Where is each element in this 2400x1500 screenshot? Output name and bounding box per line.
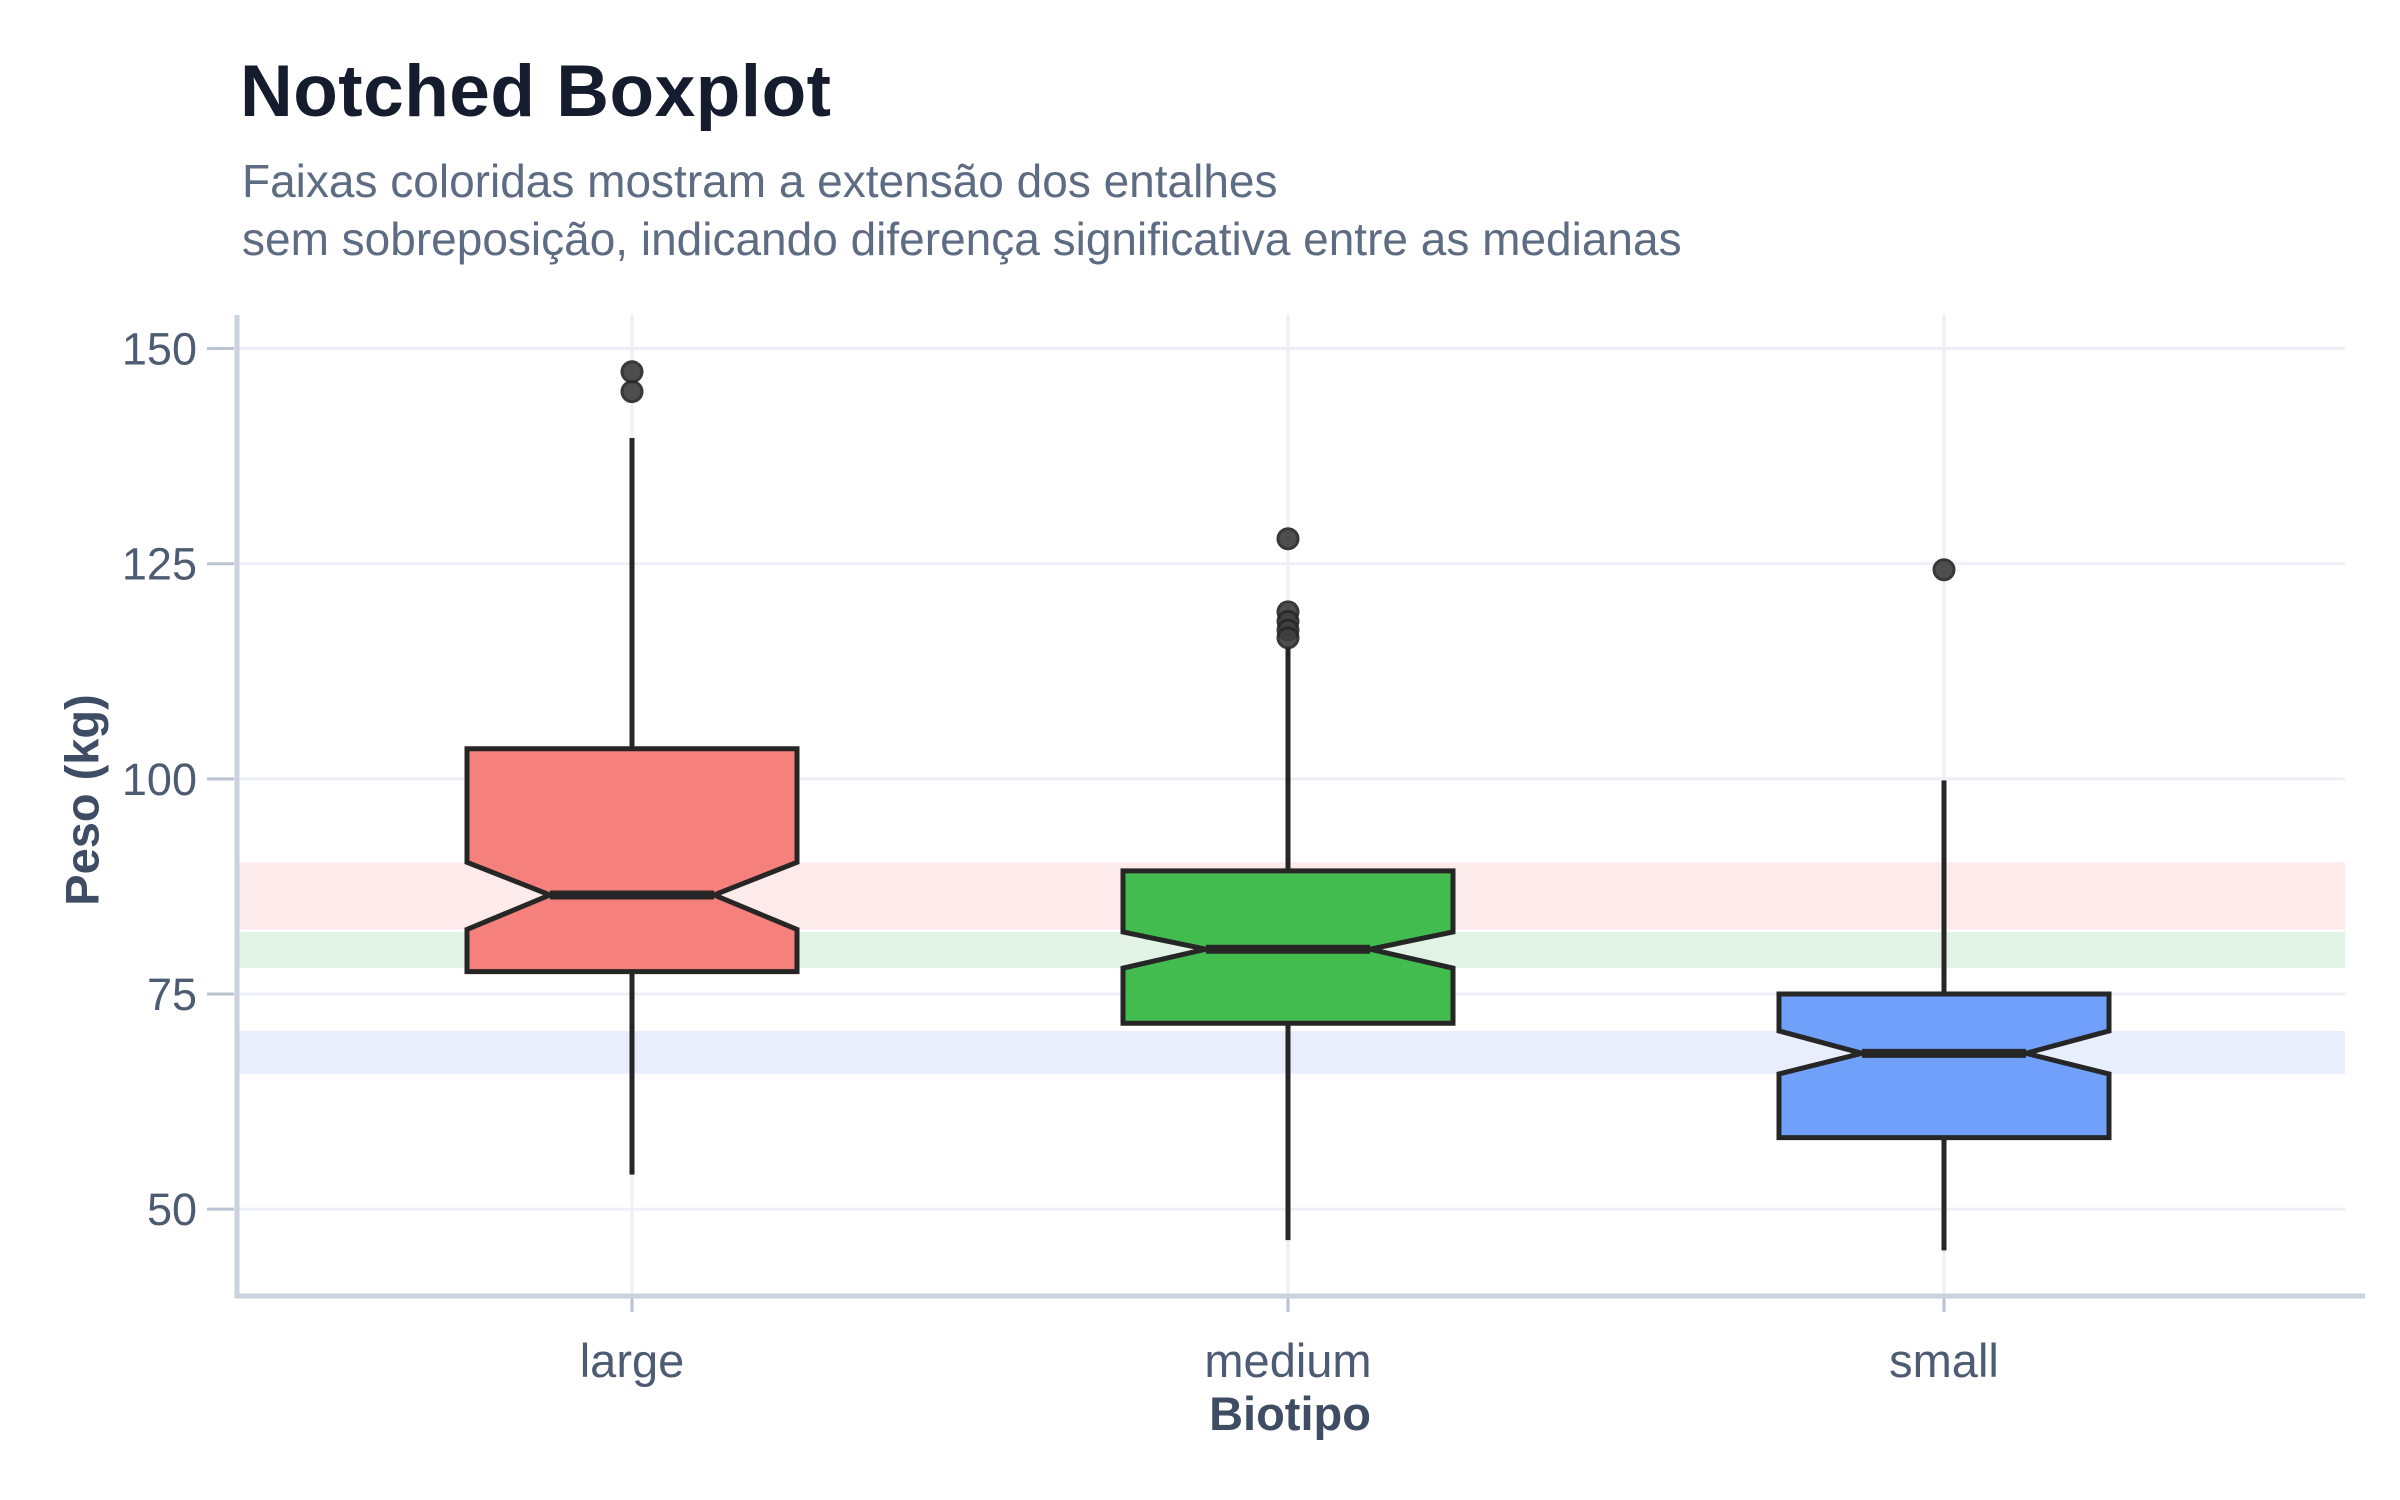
y-tick-label: 100 xyxy=(122,754,197,805)
outlier-point xyxy=(620,380,644,404)
subtitle-line-2: sem sobreposição, indicando diferença si… xyxy=(242,213,1682,265)
x-tick-label: medium xyxy=(1204,1334,1371,1387)
subtitle-line-1: Faixas coloridas mostram a extensão dos … xyxy=(242,155,1278,207)
boxplot-box xyxy=(464,746,800,975)
boxplot-box xyxy=(1776,991,2112,1141)
outlier-point xyxy=(1932,558,1956,582)
chart-title: Notched Boxplot xyxy=(240,51,832,132)
x-tick-label: large xyxy=(580,1334,685,1387)
y-axis-title: Peso (kg) xyxy=(55,694,109,906)
y-tick-label: 50 xyxy=(147,1184,197,1235)
chart-subtitle: Faixas coloridas mostram a extensão dos … xyxy=(242,152,1682,268)
y-tick-label: 75 xyxy=(147,969,197,1020)
outlier-point xyxy=(620,360,644,384)
outlier-point xyxy=(1276,527,1300,551)
x-axis-title: Biotipo xyxy=(1209,1387,1371,1440)
x-tick-label: small xyxy=(1889,1334,1999,1387)
outlier-point xyxy=(1276,626,1300,650)
y-tick-label: 125 xyxy=(122,539,197,590)
y-tick-label: 150 xyxy=(122,324,197,375)
